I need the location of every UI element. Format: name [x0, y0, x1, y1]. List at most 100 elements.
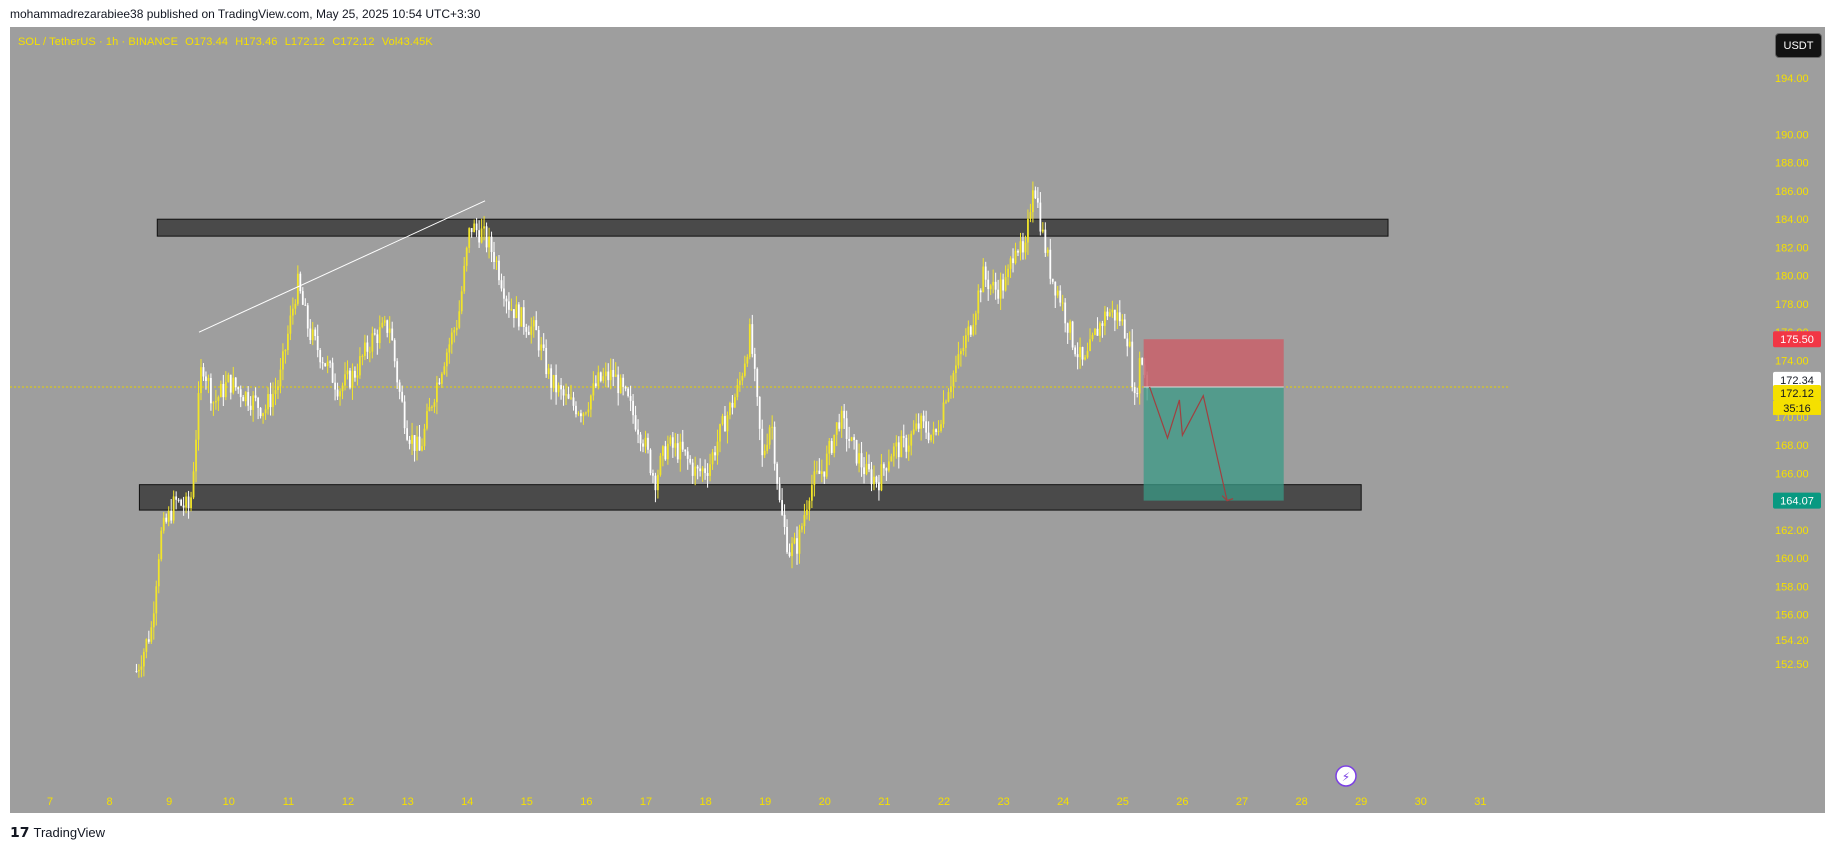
candle-body: [632, 400, 634, 416]
candle-body: [284, 349, 287, 352]
candle-body: [1099, 323, 1101, 336]
candle-body: [622, 377, 625, 387]
candle-body: [1138, 358, 1141, 394]
candle-body: [1116, 312, 1119, 321]
candle-body: [1108, 312, 1111, 317]
candle-body: [721, 416, 724, 425]
candle-body: [175, 496, 178, 500]
candle-body: [1039, 202, 1042, 232]
candle-body: [140, 666, 143, 670]
target-price-badge: 164.07: [1780, 496, 1814, 508]
candle-body: [306, 305, 309, 329]
candle-body: [324, 363, 327, 367]
candle-body: [582, 413, 585, 417]
candle-body: [922, 415, 925, 422]
candle-body: [219, 383, 222, 398]
candle-body: [478, 230, 481, 243]
candle-body: [756, 368, 759, 397]
ohlc-low: L172.12: [284, 36, 326, 48]
time-tick: 17: [640, 796, 652, 808]
projection-arrowhead: [1221, 495, 1234, 502]
candle-body: [160, 530, 163, 560]
time-tick: 10: [223, 796, 235, 808]
candle-body: [229, 374, 232, 393]
price-tick: 188.00: [1775, 158, 1809, 170]
candle-body: [1064, 302, 1067, 324]
candle-body: [299, 273, 302, 292]
candle-body: [743, 363, 746, 376]
candle-body: [979, 290, 982, 293]
candle-body: [731, 402, 734, 408]
candle-body: [788, 552, 791, 557]
candle-body: [709, 464, 711, 476]
candle-body: [247, 392, 250, 406]
candle-body: [972, 324, 975, 335]
candle-body: [900, 436, 903, 458]
candle-body: [331, 362, 334, 383]
candle-body: [843, 410, 846, 419]
candle-body: [227, 374, 230, 383]
candle-body: [510, 309, 513, 311]
candle-body: [145, 639, 148, 652]
candle-body: [142, 651, 145, 667]
candle-body: [515, 304, 518, 319]
candle-body: [1029, 212, 1032, 219]
candle-body: [890, 456, 893, 462]
candle-body: [505, 298, 508, 302]
candle-body: [1044, 229, 1047, 253]
candle-body: [336, 389, 339, 397]
candle-body: [527, 331, 530, 335]
candle-body: [617, 374, 620, 394]
candle-body: [426, 411, 428, 429]
candle-body: [719, 424, 721, 442]
time-tick: 26: [1176, 796, 1188, 808]
candle-body: [937, 430, 940, 432]
candle-body: [552, 374, 555, 388]
candle-body: [594, 383, 597, 387]
candle-body: [962, 347, 965, 352]
candle-body: [815, 470, 818, 472]
candle-body: [252, 395, 255, 410]
candle-body: [475, 223, 478, 231]
currency-button[interactable]: USDT: [1775, 33, 1822, 58]
candle-body: [1069, 321, 1072, 333]
candle-body: [356, 375, 359, 378]
candle-body: [480, 228, 483, 243]
publisher-line: mohammadrezarabiee38 published on Tradin…: [10, 7, 481, 21]
candle-body: [1133, 387, 1136, 394]
time-tick: 13: [401, 796, 413, 808]
candle-body: [1076, 354, 1079, 358]
candle-body: [495, 260, 498, 262]
candle-body: [381, 322, 384, 328]
candle-body: [895, 442, 898, 447]
candle-body: [217, 397, 220, 401]
candle-body: [825, 453, 828, 477]
candle-body: [1032, 190, 1034, 213]
candle-body: [408, 439, 411, 444]
price-tick: 184.00: [1775, 214, 1809, 226]
candle-body: [701, 468, 704, 472]
candle-body: [711, 452, 714, 465]
candle-body: [984, 266, 987, 280]
candle-body: [885, 468, 888, 471]
candle-body: [873, 476, 875, 485]
candle-body: [1136, 393, 1139, 395]
candle-body: [684, 449, 687, 452]
candle-body: [237, 387, 240, 390]
candle-body: [781, 500, 783, 515]
candle-body: [152, 613, 155, 628]
chart-area[interactable]: [10, 27, 1825, 813]
candle-body: [848, 438, 851, 441]
candle-body: [316, 336, 319, 351]
candle-body: [376, 334, 379, 344]
candle-body: [282, 351, 284, 370]
candle-body: [863, 467, 865, 475]
candle-body: [796, 538, 798, 554]
candle-body: [671, 437, 674, 448]
candle-body: [465, 247, 468, 266]
candle-body: [450, 332, 453, 345]
candle-body: [855, 439, 858, 464]
ohlc-close: C172.12: [332, 36, 375, 48]
candle-body: [661, 446, 664, 456]
